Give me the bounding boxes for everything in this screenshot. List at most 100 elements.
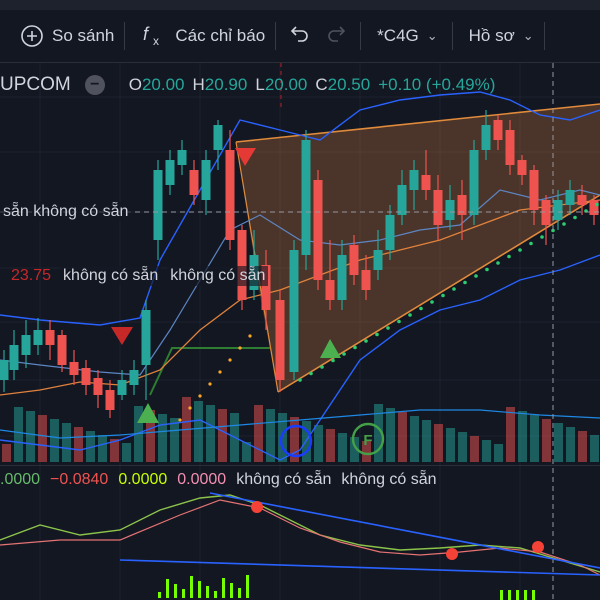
volume-bar bbox=[542, 419, 551, 462]
buy-signal-icon bbox=[137, 403, 159, 423]
volume-bar bbox=[494, 444, 503, 462]
histogram-bar bbox=[214, 591, 217, 598]
candle-body bbox=[105, 390, 115, 410]
sar-dot bbox=[342, 352, 346, 356]
candle-body bbox=[165, 160, 175, 185]
volume-bar bbox=[242, 442, 251, 462]
chart-area[interactable]: F bbox=[0, 63, 600, 600]
histogram-bar bbox=[174, 584, 177, 598]
symbol-label[interactable]: UPCOM bbox=[0, 74, 71, 95]
compare-label: So sánh bbox=[52, 26, 115, 45]
oscillator-legend[interactable]: .0000 −0.0840 0.0000 0.0000 không có sẵn… bbox=[0, 471, 437, 489]
candle-body bbox=[577, 195, 587, 205]
histogram-bar bbox=[500, 590, 503, 600]
volume-bar bbox=[50, 419, 59, 462]
upper-band-line bbox=[0, 91, 600, 326]
sar-dot bbox=[353, 345, 357, 350]
volume-average-line bbox=[0, 409, 600, 439]
indicator-row-2[interactable]: 23.75 không có sẵn không có sẵn bbox=[8, 266, 269, 286]
histogram-bar bbox=[516, 590, 519, 600]
candle-body bbox=[21, 335, 31, 355]
undo-button[interactable] bbox=[276, 10, 318, 62]
sar-dot bbox=[238, 346, 242, 350]
price-chart[interactable]: F bbox=[0, 63, 600, 600]
interval-dropdown[interactable]: *C4G ⌄ bbox=[361, 10, 451, 62]
volume-bar bbox=[410, 416, 419, 462]
profile-label: Hồ sơ bbox=[468, 26, 515, 45]
histogram-bar bbox=[206, 586, 209, 598]
divergence-point bbox=[446, 548, 458, 560]
candle-body bbox=[313, 180, 323, 280]
sar-dot bbox=[518, 248, 522, 252]
sar-dot bbox=[485, 267, 489, 272]
middle-band-line bbox=[0, 189, 600, 376]
high-label: H bbox=[192, 75, 205, 94]
candle-body bbox=[81, 368, 91, 385]
candle-body bbox=[481, 125, 491, 150]
volume-bar bbox=[266, 409, 275, 462]
pane-divider[interactable] bbox=[0, 465, 600, 466]
sell-signal-icon bbox=[235, 148, 256, 166]
candle-body bbox=[541, 200, 551, 225]
osc-value-2: −0.0840 bbox=[50, 471, 109, 488]
volume-bar bbox=[458, 432, 467, 462]
candle-body bbox=[189, 170, 199, 195]
volume-bar bbox=[62, 423, 71, 462]
volume-bar bbox=[422, 420, 431, 462]
svg-text:f: f bbox=[143, 24, 150, 44]
histogram-bar bbox=[190, 576, 193, 598]
histogram-bar bbox=[158, 592, 161, 598]
volume-bar bbox=[398, 412, 407, 462]
sar-dot bbox=[540, 235, 544, 239]
sar-dot bbox=[419, 306, 423, 311]
sar-dot bbox=[364, 339, 368, 343]
sar-dot bbox=[474, 274, 478, 278]
candle-body bbox=[45, 330, 55, 345]
volume-bar bbox=[338, 433, 347, 462]
candle-body bbox=[201, 160, 211, 200]
volume-bar bbox=[350, 437, 359, 462]
ohlc-legend: UPCOM − O 20.00 H 20.90 L 20.00 C 20.50 +0.1… bbox=[0, 72, 503, 98]
compare-button[interactable]: So sánh bbox=[0, 10, 124, 62]
histogram-bar bbox=[198, 581, 201, 598]
collapse-legend-button[interactable]: − bbox=[84, 75, 105, 95]
candle-body bbox=[213, 125, 223, 150]
sar-dot bbox=[507, 254, 511, 259]
candle-body bbox=[93, 378, 103, 395]
indicator-status-text: không có sẵn bbox=[167, 266, 269, 286]
candle-body bbox=[237, 230, 247, 300]
sar-dot bbox=[248, 334, 252, 338]
sar-dot bbox=[208, 382, 212, 386]
sar-dot bbox=[573, 215, 577, 220]
volume-bar bbox=[26, 411, 35, 462]
blue-circle-marker-icon bbox=[279, 424, 313, 458]
sar-dot bbox=[228, 358, 232, 362]
osc-value-1: .0000 bbox=[0, 471, 41, 488]
svg-text:x: x bbox=[153, 34, 159, 48]
wedge-upper-line bbox=[235, 103, 600, 143]
sar-dot bbox=[529, 241, 533, 246]
volume-bar bbox=[158, 414, 167, 462]
volume-bar bbox=[74, 427, 83, 462]
volume-bar bbox=[434, 424, 443, 462]
volume-bar bbox=[14, 407, 23, 462]
volume-bar bbox=[110, 439, 119, 462]
histogram-bar bbox=[166, 579, 169, 598]
volume-bar bbox=[578, 431, 587, 462]
sar-dot bbox=[452, 287, 456, 291]
high-value: 20.90 bbox=[204, 75, 248, 94]
profile-dropdown[interactable]: Hồ sơ ⌄ bbox=[453, 10, 544, 62]
sar-dot bbox=[198, 394, 202, 398]
sar-dot bbox=[430, 300, 434, 304]
volume-bar bbox=[386, 408, 395, 462]
toolbar-separator bbox=[275, 22, 277, 50]
redo-button[interactable] bbox=[318, 10, 360, 62]
candle-body bbox=[553, 200, 563, 220]
volume-bar bbox=[326, 429, 335, 462]
candle-body bbox=[9, 345, 19, 370]
indicator-row-1[interactable]: sẵn không có sẵn bbox=[0, 202, 132, 222]
candle-body bbox=[457, 195, 467, 215]
